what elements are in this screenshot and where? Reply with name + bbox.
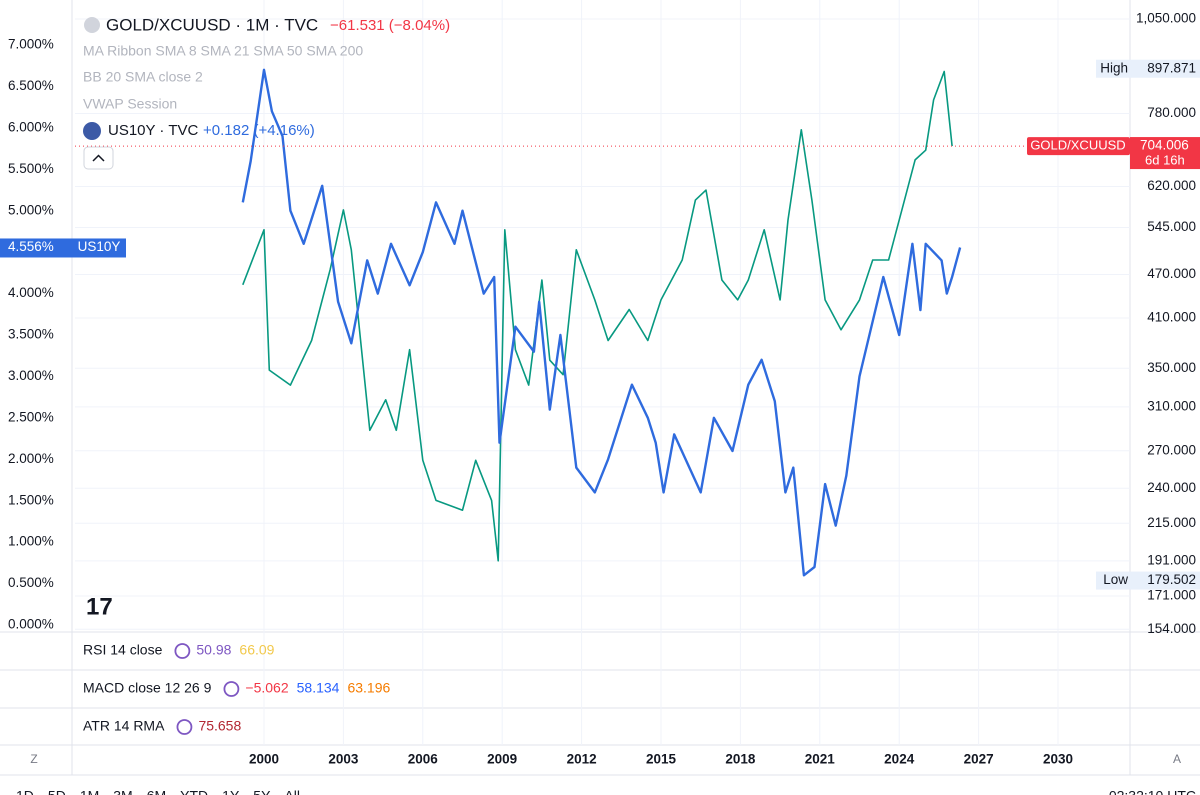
series-tag: [1027, 137, 1130, 156]
y2-tick-label: 270.000: [1147, 442, 1196, 457]
scale-button[interactable]: Z: [30, 752, 37, 766]
symbol-icon: [84, 17, 100, 33]
series-tag: [72, 238, 126, 258]
annotation-label: Low: [1103, 572, 1128, 587]
y-tick-label: 0.000%: [8, 617, 54, 632]
x-tick-label: 2003: [328, 752, 359, 767]
series-line: [241, 68, 962, 577]
x-tick-label: 2000: [249, 752, 279, 767]
pane-value: 58.134: [297, 680, 340, 696]
range-button[interactable]: 3M: [113, 788, 132, 795]
y-tick-label: 5.500%: [8, 161, 54, 176]
y-tick-label: 6.500%: [8, 78, 54, 93]
series-tag-label: US10Y: [78, 239, 121, 254]
indicator-label[interactable]: BB 20 SMA close 2: [83, 69, 203, 85]
pane-value: 50.98: [196, 642, 231, 658]
settings-icon: [176, 719, 193, 735]
x-tick-label: 2012: [567, 752, 597, 767]
collapse-button[interactable]: [83, 146, 114, 170]
y-tick-label: 5.000%: [8, 202, 54, 217]
legend-compare: US10Y · TVC: [108, 122, 198, 139]
price-tag: [1130, 137, 1200, 170]
y-tick-label: 2.500%: [8, 409, 54, 424]
pane-name[interactable]: RSI 14 close: [83, 642, 163, 658]
y-tick-label: 4.000%: [8, 285, 54, 300]
y2-tick-label: 215.000: [1147, 515, 1196, 530]
y-tick-label: 0.500%: [8, 575, 54, 590]
x-tick-label: 2006: [408, 752, 439, 767]
y2-tick-label: 350.000: [1147, 360, 1196, 375]
annotation-value: 897.871: [1147, 60, 1196, 75]
range-button[interactable]: All: [284, 788, 300, 795]
annotation-box: [1096, 59, 1200, 78]
legend-symbol: GOLD/XCUUSD · 1M · TVC: [106, 15, 318, 34]
tv-logo: 17: [86, 593, 113, 620]
countdown: 6d 16h: [1145, 153, 1185, 168]
y-tick-label: 3.500%: [8, 327, 54, 342]
y2-tick-label: 154.000: [1147, 621, 1196, 636]
collapse-icon: [92, 154, 105, 162]
y2-tick-label: 780.000: [1147, 105, 1196, 120]
y2-tick-label: 470.000: [1147, 266, 1196, 281]
series-tag-label: GOLD/XCUUSD: [1030, 138, 1125, 153]
clock: 02:32:10 UTC: [1109, 788, 1196, 795]
range-button[interactable]: 6M: [147, 788, 166, 795]
y2-tick-label: 171.000: [1147, 588, 1196, 603]
grid: [75, 0, 1130, 745]
pane-value: 66.09: [239, 642, 274, 658]
price-tag-value: 704.006: [1140, 138, 1189, 153]
y2-tick-label: 1,050.000: [1136, 11, 1196, 26]
range-button[interactable]: YTD: [180, 788, 208, 795]
x-tick-label: 2027: [964, 752, 994, 767]
legend-change: −61.531 (−8.04%): [330, 17, 450, 34]
indicator-label[interactable]: MA Ribbon SMA 8 SMA 21 SMA 50 SMA 200: [83, 43, 363, 59]
y-tick-label: 3.000%: [8, 368, 54, 383]
pane-value: −5.062: [245, 680, 288, 696]
annotation-box: [1096, 571, 1200, 590]
y2-tick-label: 410.000: [1147, 310, 1196, 325]
y-tick-label: 7.000%: [8, 37, 54, 52]
overlay: GOLD/XCUUSD · 1M · TVC −61.531 (−8.04%) …: [0, 11, 1200, 795]
scale-button[interactable]: A: [1173, 752, 1181, 766]
y2-tick-label: 310.000: [1147, 398, 1196, 413]
x-tick-label: 2024: [884, 752, 915, 767]
x-tick-label: 2009: [487, 752, 517, 767]
price-tag: [0, 238, 72, 258]
y2-tick-label: 240.000: [1147, 480, 1196, 495]
annotation-value: 179.502: [1147, 572, 1196, 587]
pane-value: 63.196: [347, 680, 390, 696]
y-tick-label: 1.500%: [8, 492, 54, 507]
flag-icon: [83, 122, 101, 140]
y2-tick-label: 191.000: [1147, 552, 1196, 567]
price-tag-value: 4.556%: [8, 239, 54, 254]
y-tick-label: 2.000%: [8, 451, 54, 466]
x-tick-label: 2021: [805, 752, 836, 767]
pane-value: 75.658: [198, 718, 241, 734]
range-button[interactable]: 1Y: [222, 788, 240, 795]
x-tick-label: 2015: [646, 752, 677, 767]
pane-name[interactable]: MACD close 12 26 9: [83, 680, 212, 696]
y-tick-label: 1.000%: [8, 534, 54, 549]
range-button[interactable]: 5D: [48, 788, 66, 795]
range-button[interactable]: 1M: [80, 788, 99, 795]
range-button[interactable]: 1D: [16, 788, 34, 795]
x-tick-label: 2030: [1043, 752, 1073, 767]
settings-icon: [174, 643, 191, 659]
settings-icon: [223, 681, 240, 697]
y2-tick-label: 620.000: [1147, 178, 1196, 193]
indicator-label[interactable]: VWAP Session: [83, 96, 177, 112]
y-tick-label: 6.000%: [8, 119, 54, 134]
range-button[interactable]: 5Y: [253, 788, 271, 795]
legend-compare-change: +0.182 (+4.16%): [203, 122, 315, 139]
series-line: [242, 70, 953, 562]
y2-tick-label: 545.000: [1147, 219, 1196, 234]
pane-name[interactable]: ATR 14 RMA: [83, 718, 165, 734]
annotation-label: High: [1100, 60, 1128, 75]
x-tick-label: 2018: [725, 752, 756, 767]
plot: [75, 68, 1130, 577]
